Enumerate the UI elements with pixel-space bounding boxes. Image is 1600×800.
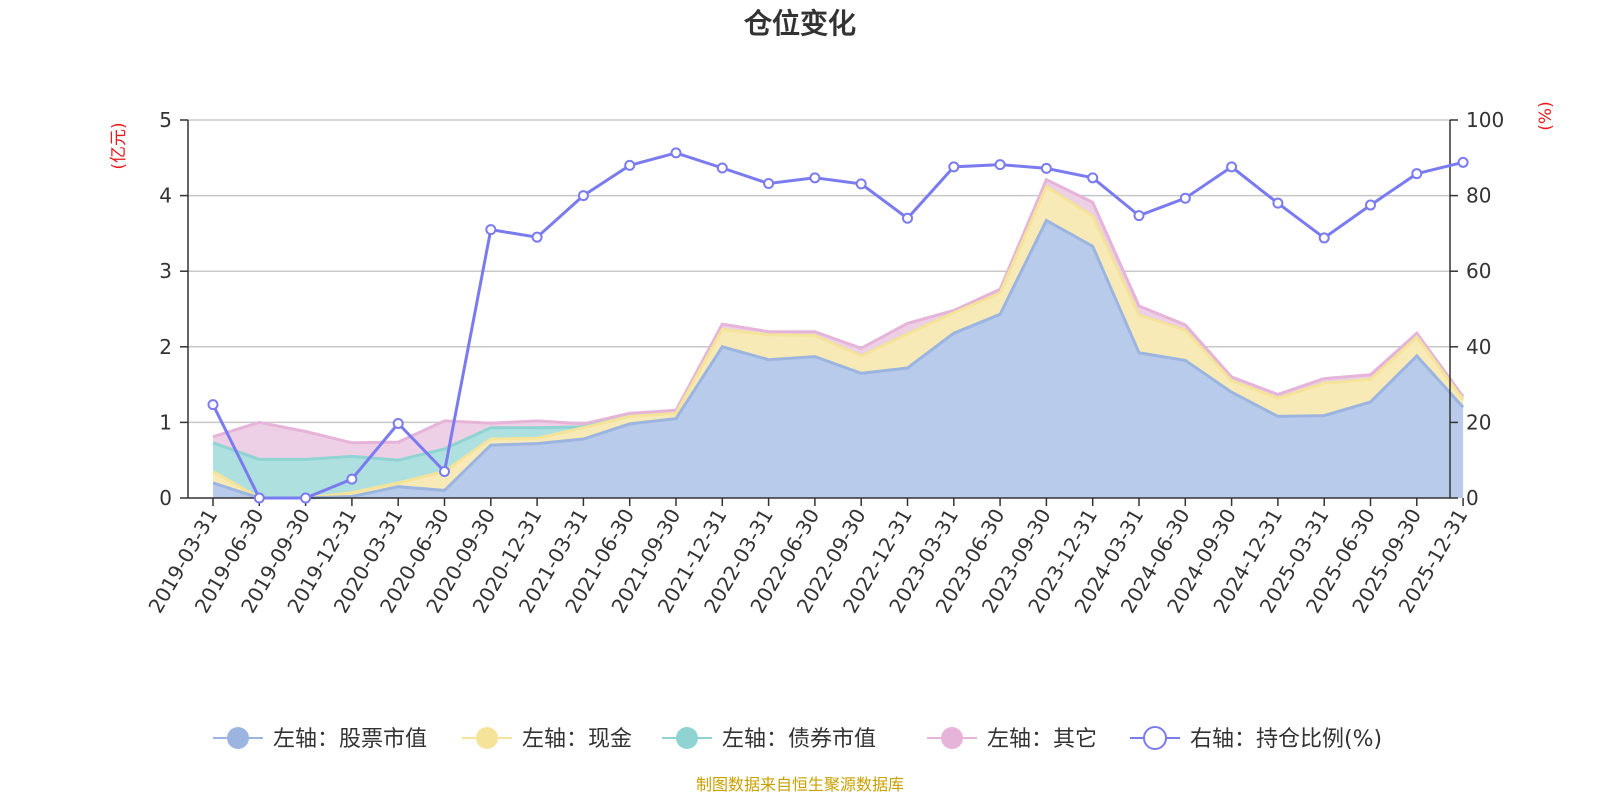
legend-marker bbox=[1143, 726, 1167, 750]
right-tick-label: 20 bbox=[1466, 410, 1491, 434]
ratio-point[interactable] bbox=[994, 159, 1006, 171]
legend-label: 左轴：股票市值 bbox=[273, 727, 427, 752]
stacked-areas bbox=[212, 177, 1465, 500]
right-tick-label: 0 bbox=[1466, 486, 1479, 510]
legend-marker bbox=[941, 727, 963, 749]
ratio-point[interactable] bbox=[948, 161, 960, 173]
area-edge-左轴：股票市值 bbox=[212, 218, 1465, 500]
ratio-point[interactable] bbox=[763, 178, 775, 190]
ratio-point[interactable] bbox=[1179, 192, 1191, 204]
ratio-point[interactable] bbox=[485, 224, 497, 236]
ratio-point[interactable] bbox=[1040, 162, 1052, 174]
legend-item[interactable]: 左轴：债券市值 bbox=[662, 727, 876, 752]
left-tick-label: 1 bbox=[159, 410, 172, 434]
right-tick-label: 100 bbox=[1466, 108, 1504, 132]
ratio-point[interactable] bbox=[902, 212, 913, 224]
legend-label: 右轴：持仓比例(%) bbox=[1190, 727, 1382, 752]
ratio-point[interactable] bbox=[1411, 168, 1423, 180]
ratio-point[interactable] bbox=[1272, 197, 1284, 209]
source-note: 制图数据来自恒生聚源数据库 bbox=[696, 775, 904, 794]
area-左轴：债券市值 bbox=[213, 186, 1464, 498]
right-tick-label: 40 bbox=[1466, 335, 1491, 359]
ratio-point[interactable] bbox=[392, 418, 404, 430]
legend-item[interactable]: 右轴：持仓比例(%) bbox=[1130, 726, 1382, 752]
legend-marker bbox=[676, 727, 698, 749]
ratio-point[interactable] bbox=[670, 147, 682, 159]
ratio-point[interactable] bbox=[439, 466, 450, 478]
legend-label: 左轴：债券市值 bbox=[722, 727, 876, 752]
ratio-point[interactable] bbox=[855, 178, 867, 190]
right-tick-label: 80 bbox=[1466, 184, 1491, 208]
ratio-point[interactable] bbox=[1087, 172, 1099, 184]
left-tick-label: 5 bbox=[159, 108, 172, 132]
ratio-point[interactable] bbox=[531, 231, 543, 243]
area-edge-左轴：其它 bbox=[212, 177, 1465, 445]
left-tick-label: 2 bbox=[159, 335, 172, 359]
legend-item[interactable]: 左轴：其它 bbox=[927, 727, 1097, 752]
ratio-point[interactable] bbox=[1365, 199, 1376, 211]
left-tick-label: 0 bbox=[159, 486, 172, 510]
ratio-point[interactable] bbox=[577, 190, 589, 202]
ratio-line bbox=[207, 147, 1469, 504]
legend-label: 左轴：现金 bbox=[522, 727, 632, 752]
legend-label: 左轴：其它 bbox=[987, 727, 1097, 752]
ratio-point[interactable] bbox=[207, 399, 219, 411]
ratio-point[interactable] bbox=[1133, 210, 1145, 222]
ratio-line-path bbox=[211, 151, 1464, 500]
ratio-point[interactable] bbox=[300, 492, 312, 504]
ratio-point[interactable] bbox=[346, 473, 358, 485]
right-axis-unit: (%) bbox=[1536, 101, 1556, 130]
left-tick-label: 3 bbox=[159, 259, 172, 283]
legend-item[interactable]: 左轴：股票市值 bbox=[213, 727, 427, 752]
legend[interactable]: 左轴：股票市值 左轴：现金 左轴：债券市值 左轴：其它 右轴：持仓比例(%) bbox=[213, 726, 1382, 752]
ratio-point[interactable] bbox=[624, 159, 636, 171]
left-tick-label: 4 bbox=[159, 184, 172, 208]
ratio-point[interactable] bbox=[1457, 156, 1469, 168]
ratio-point[interactable] bbox=[809, 172, 821, 184]
area-edge-左轴：现金 bbox=[212, 184, 1465, 500]
legend-marker bbox=[476, 727, 498, 749]
ratio-point[interactable] bbox=[253, 492, 265, 504]
left-axis-unit: (亿元) bbox=[109, 122, 129, 169]
area-左轴：股票市值 bbox=[213, 220, 1464, 498]
chart-title: 仓位变化 bbox=[744, 7, 856, 40]
right-tick-label: 60 bbox=[1466, 259, 1491, 283]
ratio-point[interactable] bbox=[1226, 161, 1238, 173]
ratio-point[interactable] bbox=[716, 162, 728, 174]
legend-item[interactable]: 左轴：现金 bbox=[462, 727, 632, 752]
legend-marker bbox=[227, 727, 249, 749]
ratio-point[interactable] bbox=[1318, 232, 1330, 244]
